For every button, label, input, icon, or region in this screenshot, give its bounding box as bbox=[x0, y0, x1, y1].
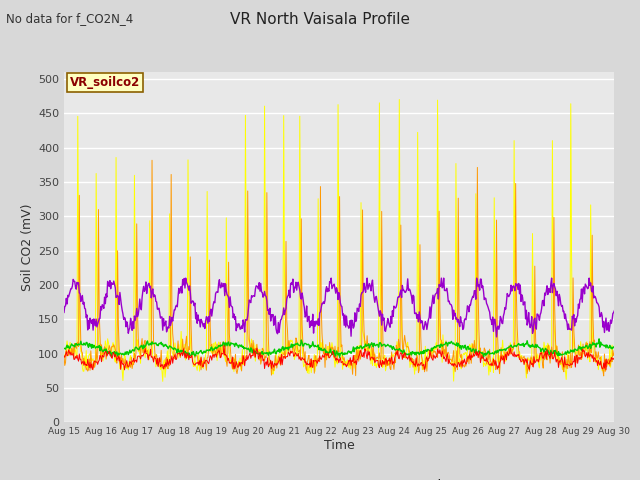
Text: No data for f_CO2N_4: No data for f_CO2N_4 bbox=[6, 12, 134, 25]
Text: VR_soilco2: VR_soilco2 bbox=[70, 76, 140, 89]
Y-axis label: Soil CO2 (mV): Soil CO2 (mV) bbox=[21, 204, 34, 291]
Legend: CO2N_1, CO2N_2, CO2N_3, North -4cm, East -4cm: CO2N_1, CO2N_2, CO2N_3, North -4cm, East… bbox=[89, 474, 589, 480]
Text: VR North Vaisala Profile: VR North Vaisala Profile bbox=[230, 12, 410, 27]
X-axis label: Time: Time bbox=[324, 439, 355, 452]
